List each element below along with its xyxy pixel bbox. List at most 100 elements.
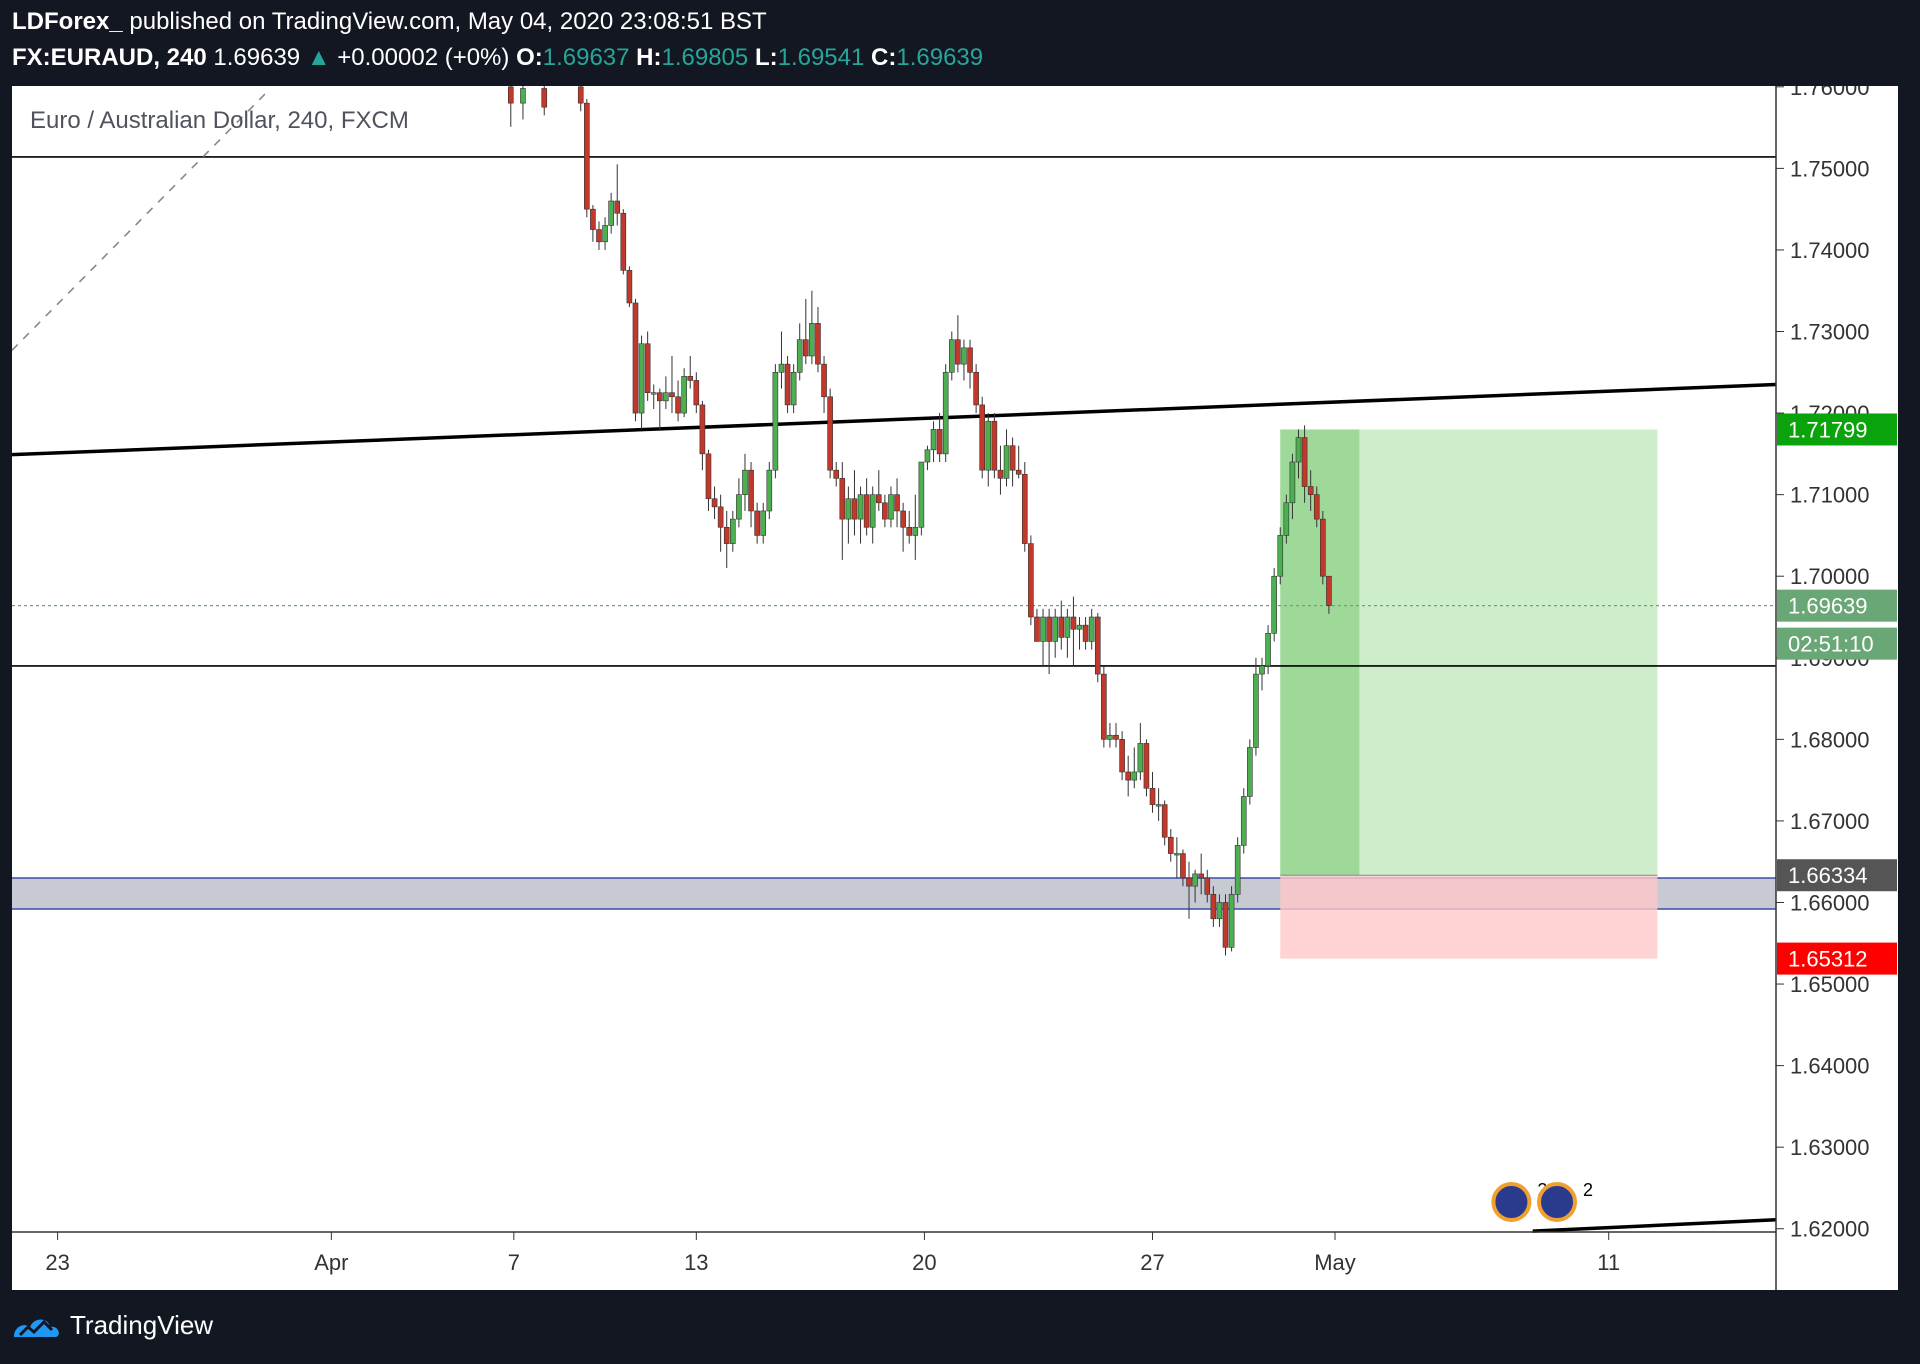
candle-body	[1046, 616, 1052, 642]
candle-body	[1283, 502, 1290, 536]
trendline	[12, 87, 272, 351]
candle-body	[857, 494, 864, 520]
high-label: H:	[636, 44, 662, 71]
candle-body	[985, 420, 992, 471]
candle-body	[1271, 575, 1277, 634]
candle-body	[1028, 543, 1034, 618]
candle-body	[1113, 734, 1119, 740]
candle-body	[657, 392, 663, 402]
candle-body	[1088, 616, 1095, 642]
target-price-label-bg	[1777, 413, 1897, 446]
candle-body	[802, 339, 809, 357]
stop-price-label: 1.65312	[1788, 947, 1868, 972]
candle-body	[961, 347, 967, 365]
candle-body	[1003, 445, 1010, 479]
candle-body	[1198, 873, 1204, 879]
candle-body	[723, 526, 730, 544]
candle-body	[1107, 734, 1113, 740]
candle-body	[1119, 739, 1125, 773]
price-tick-label: 1.66000	[1790, 890, 1870, 915]
entry-price-label-bg	[1777, 859, 1897, 892]
candle-body	[924, 449, 931, 463]
candle-body	[1277, 535, 1284, 577]
candle-body	[997, 469, 1004, 479]
candle-body	[1015, 469, 1022, 475]
candle-body	[821, 363, 827, 398]
candle-body	[979, 404, 986, 471]
candle-body	[1155, 804, 1162, 807]
candle-body	[845, 498, 852, 520]
candle-body	[1307, 486, 1314, 495]
candle-body	[851, 498, 858, 520]
candle-body	[790, 371, 797, 406]
event-count: 2	[1583, 1180, 1593, 1200]
target-price-label: 1.71799	[1788, 417, 1868, 442]
chart-title: Euro / Australian Dollar, 240, FXCM	[30, 107, 409, 134]
candle-body	[620, 212, 627, 271]
candle-body	[918, 461, 925, 528]
candle-body	[869, 494, 876, 528]
candle-body	[1210, 894, 1217, 920]
candle-body	[742, 469, 748, 495]
candle-body	[1289, 461, 1296, 504]
candle-body	[1125, 771, 1131, 781]
candle-body	[863, 494, 870, 528]
candle-body	[967, 347, 973, 373]
candle-body	[687, 376, 694, 381]
price-tick-label: 1.62000	[1790, 1217, 1870, 1242]
candle-body	[681, 376, 687, 414]
candle-body	[577, 86, 584, 104]
candle-body	[1082, 624, 1089, 642]
candle-body	[772, 371, 779, 471]
close-label: C:	[871, 44, 897, 71]
published-text: published on TradingView.com, May 04, 20…	[129, 8, 767, 35]
profit-zone-filled	[1280, 429, 1360, 876]
candle-body	[754, 510, 760, 536]
bar-countdown-label: 02:51:10	[1788, 632, 1874, 657]
price-tick-label: 1.67000	[1790, 809, 1870, 834]
candle-body	[1295, 437, 1302, 463]
candle-body	[650, 392, 657, 395]
price-tick-label: 1.73000	[1790, 320, 1870, 345]
candle-body	[1186, 877, 1192, 887]
tradingview-logo-icon	[14, 1319, 59, 1337]
candle-body	[930, 429, 937, 451]
time-tick-label: May	[1314, 1250, 1356, 1275]
candle-body	[1149, 787, 1156, 805]
time-tick-label: 23	[45, 1250, 69, 1275]
candle-body	[809, 323, 815, 357]
trendline	[12, 382, 1777, 457]
candle-body	[1167, 836, 1174, 854]
candle-body	[1180, 853, 1186, 879]
candle-body	[1228, 894, 1235, 948]
price-tick-label: 1.74000	[1790, 238, 1870, 263]
candle-body	[1161, 804, 1168, 838]
last-price: 1.69639	[213, 44, 301, 71]
publisher-name[interactable]: LDForex_	[12, 8, 123, 35]
price-tick-label: 1.76000	[1790, 86, 1870, 100]
economic-event-icon	[1537, 1182, 1578, 1222]
candle-body	[614, 200, 621, 214]
candle-body	[882, 502, 888, 520]
candle-body	[1313, 494, 1320, 520]
price-tick-label: 1.70000	[1790, 564, 1870, 589]
current-price-label-bg	[1777, 589, 1897, 622]
candle-body	[906, 526, 913, 536]
countdown-bg	[1777, 627, 1897, 660]
candle-body	[796, 339, 803, 373]
time-tick-label: 13	[684, 1250, 708, 1275]
candle-body	[675, 396, 681, 414]
current-price-label: 1.69639	[1788, 594, 1868, 619]
candle-body	[1101, 673, 1107, 740]
candle-body	[520, 88, 526, 104]
tradingview-footer[interactable]: TradingView	[12, 1310, 213, 1341]
time-tick-label: 20	[912, 1250, 936, 1275]
price-tick-label: 1.75000	[1790, 156, 1870, 181]
candle-body	[948, 339, 955, 373]
candle-body	[1131, 771, 1138, 781]
candle-body	[1216, 902, 1223, 920]
stop-price-label-bg	[1777, 942, 1897, 975]
price-chart[interactable]: 22 1.760001.750001.740001.730001.720001.…	[12, 86, 1898, 1290]
high-value: 1.69805	[661, 44, 749, 71]
publish-info: LDForex_ published on TradingView.com, M…	[12, 8, 767, 36]
